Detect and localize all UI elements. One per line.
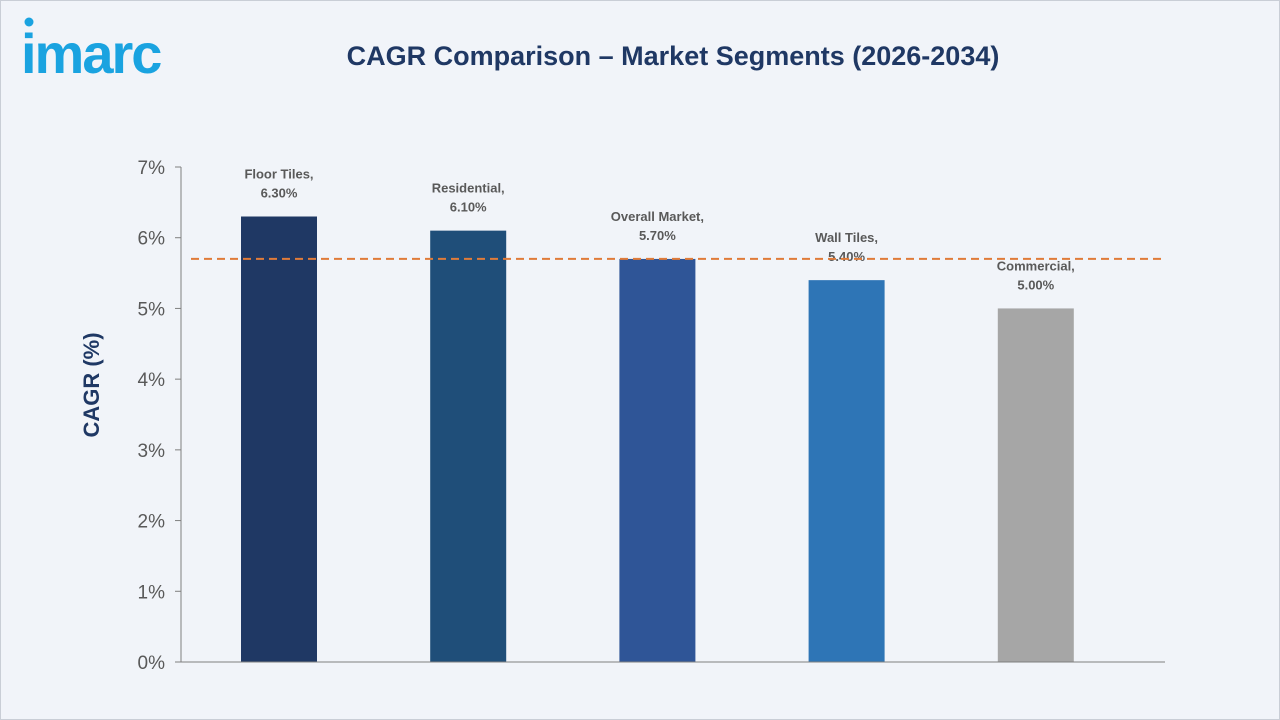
data-label-category: Wall Tiles, xyxy=(815,230,878,245)
data-labels: Floor Tiles, 6.30% Residential, 6.10% Overal… xyxy=(244,167,1074,293)
y-tick-label: 1% xyxy=(138,582,166,603)
y-tick-label: 4% xyxy=(138,370,166,391)
data-label-value: 6.10% xyxy=(450,200,487,215)
y-tick-label: 0% xyxy=(138,653,166,674)
y-tick-label: 2% xyxy=(138,512,166,533)
data-label-value: 6.30% xyxy=(261,186,298,201)
logo-text: imarc xyxy=(21,22,161,79)
bar-commercial xyxy=(997,308,1074,662)
bar-floor-tiles xyxy=(241,216,317,662)
data-label-value: 5.00% xyxy=(1017,277,1054,292)
bar-wall-tiles xyxy=(808,280,885,662)
y-tick-label: 7% xyxy=(138,158,166,179)
chart-title: CAGR Comparison – Market Segments (2026-… xyxy=(346,41,1000,71)
data-label-category: Residential, xyxy=(432,181,505,196)
data-label-category: Floor Tiles, xyxy=(244,167,313,182)
y-tick-label: 5% xyxy=(138,299,166,320)
data-label-value: 5.40% xyxy=(828,249,865,264)
bar-overall-market xyxy=(619,258,696,662)
imarc-logo: imarc xyxy=(21,17,163,79)
y-tick-label: 6% xyxy=(138,229,166,250)
bar-residential xyxy=(430,230,507,662)
bars xyxy=(241,216,1074,662)
y-axis-title: CAGR (%) xyxy=(79,332,104,437)
y-axis-ticks: 0% 1% 2% 3% 4% 5% 6% 7% xyxy=(138,158,181,674)
data-label-category: Commercial, xyxy=(997,258,1075,273)
data-label-category: Overall Market, xyxy=(611,209,704,224)
y-tick-label: 3% xyxy=(138,441,166,462)
data-label-value: 5.70% xyxy=(639,228,676,243)
logo-dot xyxy=(24,17,34,27)
